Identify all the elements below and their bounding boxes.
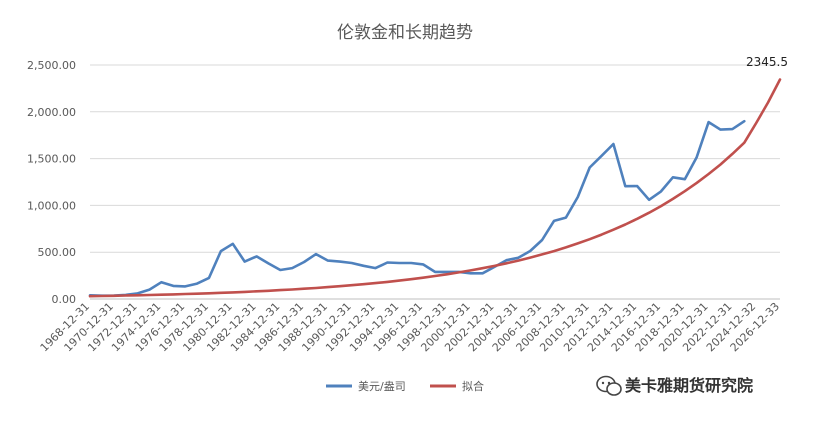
series-line-gold: [88, 119, 746, 297]
watermark-text: 美卡雅期货研究院: [625, 376, 753, 395]
y-tick-label: 2,000.00: [27, 106, 76, 119]
watermark: 美卡雅期货研究院: [596, 375, 753, 396]
y-tick-label: 2,500.00: [27, 59, 76, 72]
end-annotation: 2345.5: [746, 55, 788, 69]
y-tick-label: 0.00: [52, 293, 77, 306]
grid-layer: [90, 64, 780, 300]
y-axis: 0.00 500.00 1,000.00 1,500.00 2,000.00 2,500.…: [27, 59, 76, 306]
wechat-icon: [596, 375, 622, 396]
x-axis: 1968-12-311970-12-311972-12-311974-12-31…: [38, 300, 782, 354]
series-line-fit: [88, 78, 782, 298]
chart-title: 伦敦金和长期趋势: [337, 23, 473, 43]
series-layer: [88, 78, 782, 298]
y-tick-label: 500.00: [38, 246, 77, 259]
y-tick-label: 1,500.00: [27, 153, 76, 166]
legend-label-gold: 美元/盎司: [358, 379, 406, 393]
legend-label-fit: 拟合: [462, 379, 484, 393]
legend: 美元/盎司 拟合: [326, 379, 484, 393]
y-tick-label: 1,000.00: [27, 199, 76, 212]
